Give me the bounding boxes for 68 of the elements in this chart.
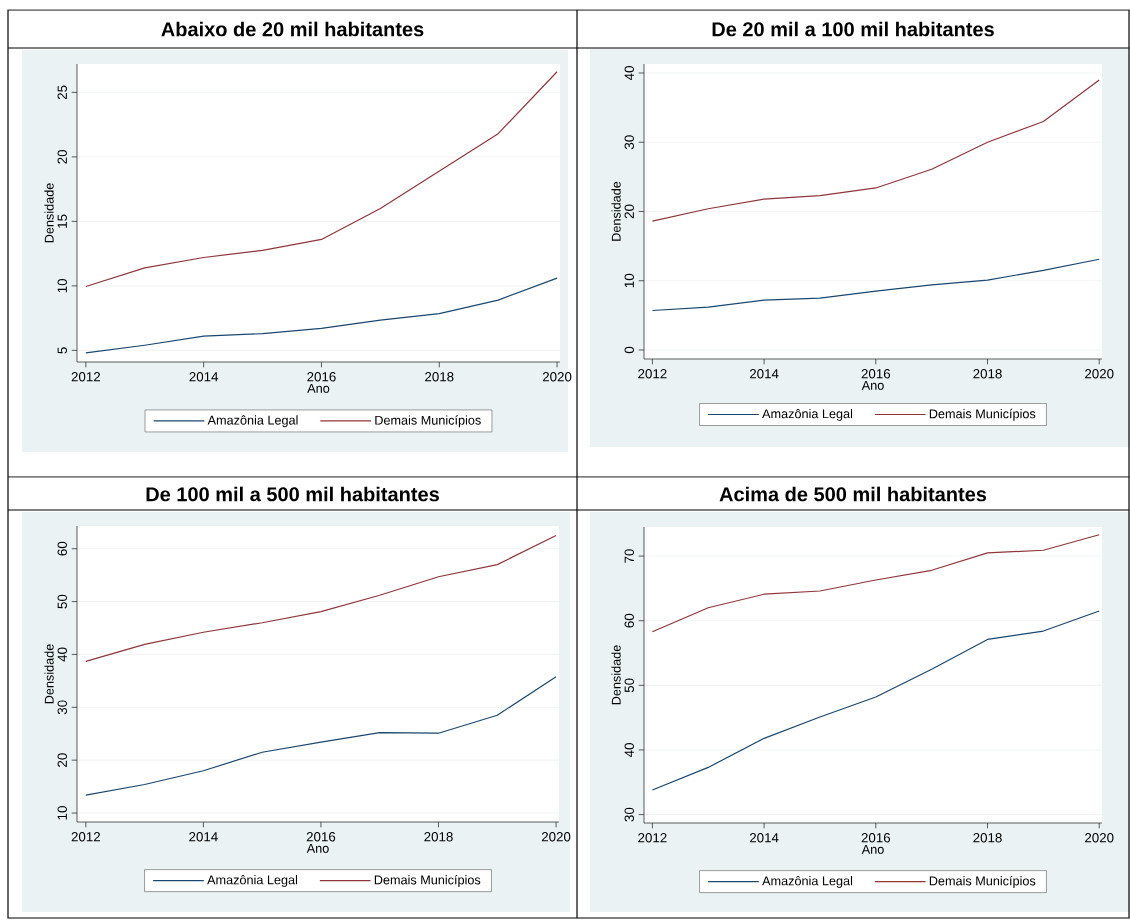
line-series bbox=[651, 258, 1100, 312]
x-tick-label: 2012 bbox=[71, 372, 100, 382]
y-axis-title: Densidade bbox=[44, 183, 54, 243]
y-tick-label: 60 bbox=[57, 541, 67, 556]
x-axis-title: Ano bbox=[861, 380, 884, 390]
y-tick-label: 50 bbox=[57, 594, 67, 609]
chart-title: Abaixo de 20 mil habitantes bbox=[161, 21, 424, 37]
x-axis-title: Ano bbox=[861, 844, 884, 854]
y-tick-label: 40 bbox=[624, 66, 634, 81]
y-tick-label: 30 bbox=[624, 135, 634, 150]
legend-label: Demais Municípios bbox=[375, 415, 481, 428]
y-tick-label: 50 bbox=[624, 678, 634, 693]
legend-label: Amazônia Legal bbox=[762, 876, 853, 888]
y-tick-label: 40 bbox=[57, 647, 67, 662]
y-tick-label: 15 bbox=[57, 214, 67, 228]
x-tick-label: 2012 bbox=[638, 369, 667, 379]
x-tick-label: 2016 bbox=[306, 832, 336, 842]
x-tick-label: 2018 bbox=[424, 832, 453, 842]
chart-title: Acima de 500 mil habitantes bbox=[719, 486, 987, 502]
legend-label: Demais Municípios bbox=[374, 874, 481, 887]
y-axis-title: Densidade bbox=[611, 181, 621, 241]
legend-label: Amazônia Legal bbox=[207, 875, 298, 887]
x-tick-label: 2020 bbox=[541, 832, 571, 842]
line-series bbox=[85, 534, 557, 662]
x-tick-label: 2020 bbox=[542, 372, 572, 382]
y-tick-label: 10 bbox=[57, 278, 67, 293]
x-tick-label: 2016 bbox=[307, 372, 336, 382]
legend-label: Amazônia Legal bbox=[207, 415, 298, 428]
y-tick-label: 10 bbox=[57, 806, 67, 820]
chart-title: De 20 mil a 100 mil habitantes bbox=[712, 21, 994, 37]
x-axis-title: Ano bbox=[307, 383, 330, 393]
y-tick-label: 0 bbox=[624, 346, 634, 354]
x-tick-label: 2018 bbox=[973, 369, 1002, 379]
y-tick-label: 60 bbox=[624, 613, 634, 628]
legend-label: Demais Municípios bbox=[929, 875, 1036, 888]
y-tick-label: 40 bbox=[624, 743, 634, 758]
x-tick-label: 2016 bbox=[861, 369, 891, 379]
x-tick-label: 2014 bbox=[749, 833, 779, 843]
x-tick-label: 2018 bbox=[973, 833, 1002, 843]
line-series bbox=[651, 79, 1100, 222]
y-tick-label: 70 bbox=[624, 549, 634, 563]
line-series bbox=[651, 534, 1100, 633]
y-tick-label: 25 bbox=[57, 85, 67, 100]
y-tick-label: 20 bbox=[57, 753, 67, 767]
x-tick-label: 2020 bbox=[1085, 369, 1114, 379]
x-tick-label: 2018 bbox=[425, 372, 454, 382]
legend-label: Demais Municípios bbox=[929, 408, 1036, 421]
x-tick-label: 2012 bbox=[71, 832, 100, 842]
line-series bbox=[85, 676, 557, 796]
y-tick-label: 10 bbox=[624, 273, 634, 288]
y-tick-label: 30 bbox=[57, 700, 67, 715]
y-tick-label: 5 bbox=[57, 347, 67, 354]
x-tick-label: 2014 bbox=[189, 372, 219, 382]
x-tick-label: 2014 bbox=[189, 832, 218, 842]
legend-label: Amazônia Legal bbox=[762, 408, 853, 421]
x-tick-label: 2016 bbox=[861, 833, 891, 843]
y-tick-label: 20 bbox=[624, 204, 634, 219]
line-series bbox=[651, 610, 1100, 791]
line-series bbox=[85, 277, 558, 354]
y-tick-label: 20 bbox=[57, 149, 67, 164]
y-axis-title: Densidade bbox=[611, 645, 621, 705]
chart-title: De 100 mil a 500 mil habitantes bbox=[146, 486, 439, 502]
x-tick-label: 2014 bbox=[749, 369, 779, 379]
y-axis-title: Densidade bbox=[44, 644, 54, 704]
y-tick-label: 30 bbox=[624, 807, 634, 822]
x-axis-title: Ano bbox=[306, 843, 329, 853]
x-tick-label: 2012 bbox=[638, 833, 667, 843]
x-tick-label: 2020 bbox=[1085, 833, 1114, 843]
